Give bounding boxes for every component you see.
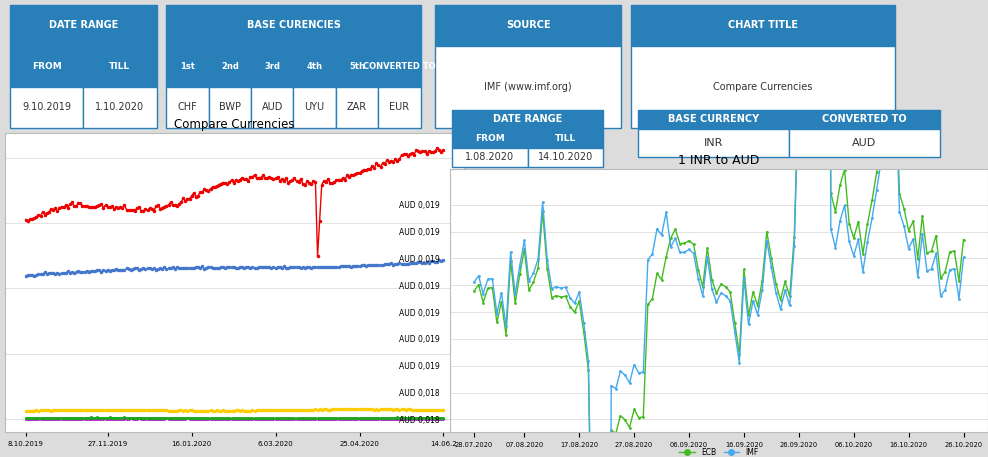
Text: TILL: TILL xyxy=(110,62,130,71)
Text: CHART TITLE: CHART TITLE xyxy=(728,20,798,30)
Text: SOURCE: SOURCE xyxy=(506,20,550,30)
Bar xyxy=(251,46,293,87)
Text: 14.10.2020: 14.10.2020 xyxy=(537,152,593,162)
Bar xyxy=(336,87,378,128)
Text: DATE RANGE: DATE RANGE xyxy=(493,114,562,124)
Text: Compare Currencies: Compare Currencies xyxy=(713,82,813,92)
Bar xyxy=(528,129,603,148)
Bar xyxy=(208,87,251,128)
Bar xyxy=(10,87,83,128)
Bar xyxy=(293,87,336,128)
Bar xyxy=(788,129,940,157)
Text: INR: INR xyxy=(703,138,723,148)
Text: EUR: EUR xyxy=(389,102,409,112)
Text: AUD: AUD xyxy=(852,138,876,148)
Bar xyxy=(208,46,251,87)
Text: 4th: 4th xyxy=(306,62,323,71)
Bar xyxy=(638,129,788,157)
Text: FROM: FROM xyxy=(32,62,61,71)
Text: BASE CURRENCY: BASE CURRENCY xyxy=(668,114,759,124)
Bar xyxy=(631,5,895,46)
Text: CONVERTED TO: CONVERTED TO xyxy=(822,114,906,124)
Bar xyxy=(83,87,156,128)
Bar xyxy=(166,87,208,128)
Text: AUD: AUD xyxy=(262,102,283,112)
Title: Compare Currencies: Compare Currencies xyxy=(175,118,294,131)
Text: 3rd: 3rd xyxy=(265,62,281,71)
Bar xyxy=(638,110,788,129)
Bar xyxy=(528,148,603,167)
Text: CONVERTED TO: CONVERTED TO xyxy=(364,62,436,71)
Bar xyxy=(436,5,621,46)
Bar xyxy=(251,87,293,128)
Bar xyxy=(453,148,528,167)
Text: IMF (www.imf.org): IMF (www.imf.org) xyxy=(484,82,572,92)
Bar xyxy=(10,5,156,46)
Bar xyxy=(453,129,528,148)
Bar xyxy=(631,46,895,128)
Bar xyxy=(10,46,83,87)
Text: BASE CURENCIES: BASE CURENCIES xyxy=(247,20,341,30)
Bar xyxy=(336,46,378,87)
Bar xyxy=(378,87,421,128)
Bar xyxy=(788,110,940,129)
Text: 5th: 5th xyxy=(349,62,365,71)
Text: 1.10.2020: 1.10.2020 xyxy=(95,102,144,112)
Bar xyxy=(436,46,621,128)
Text: BWP: BWP xyxy=(219,102,241,112)
Bar xyxy=(378,46,421,87)
Legend: ECB, IMF: ECB, IMF xyxy=(677,445,761,457)
Bar xyxy=(453,110,603,129)
Text: DATE RANGE: DATE RANGE xyxy=(48,20,118,30)
Bar xyxy=(83,46,156,87)
Text: CHF: CHF xyxy=(178,102,198,112)
Title: 1 INR to AUD: 1 INR to AUD xyxy=(678,154,760,166)
Bar xyxy=(293,46,336,87)
Text: UYU: UYU xyxy=(304,102,325,112)
Text: TILL: TILL xyxy=(554,134,576,143)
Text: 1st: 1st xyxy=(180,62,195,71)
Text: FROM: FROM xyxy=(475,134,505,143)
Text: 1.08.2020: 1.08.2020 xyxy=(465,152,515,162)
Text: 2nd: 2nd xyxy=(221,62,239,71)
Bar xyxy=(166,46,208,87)
Bar xyxy=(166,5,421,46)
Text: ZAR: ZAR xyxy=(347,102,368,112)
Text: 9.10.2019: 9.10.2019 xyxy=(22,102,71,112)
